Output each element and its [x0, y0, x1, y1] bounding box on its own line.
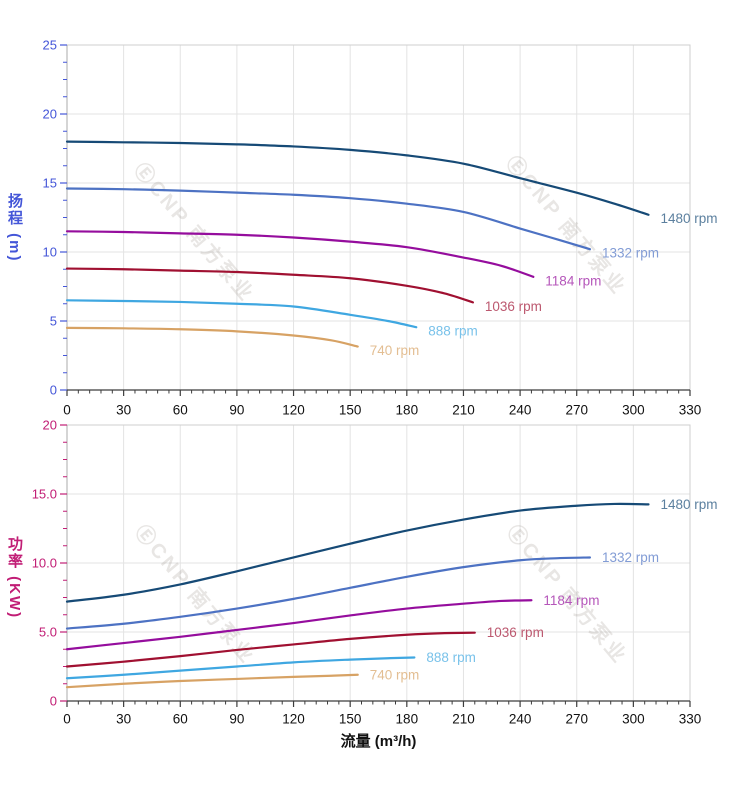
- series-label-888-rpm: 888 rpm: [426, 650, 476, 665]
- head-x-tick-label: 60: [173, 403, 188, 418]
- series-line-888-rpm: [65, 299, 418, 329]
- head-x-tick-label: 0: [63, 403, 71, 418]
- head-axes: 0 30 60 90 120 150 180 210 240 270 300 330 0 5 10 15 20 2…: [43, 38, 702, 418]
- series-label-1036-rpm: 1036 rpm: [485, 299, 542, 314]
- series-line-1184-rpm: [65, 599, 533, 651]
- series-line-1036-rpm: [65, 631, 476, 668]
- series-line-888-rpm: [65, 656, 416, 680]
- head-x-tick-label: 240: [509, 403, 532, 418]
- watermark-text: ⒺCNP 南方泵业: [130, 520, 261, 669]
- power-x-tick-label: 0: [63, 712, 71, 727]
- head-y-tick-label: 20: [43, 107, 57, 122]
- series-line-1332-rpm: [65, 556, 592, 630]
- series-label-1332-rpm: 1332 rpm: [602, 246, 659, 261]
- series-line-1480-rpm: [65, 502, 650, 603]
- head-plot-border: [66, 44, 691, 391]
- series-label-740-rpm: 740 rpm: [370, 343, 420, 358]
- power-y-tick-label: 0: [50, 694, 57, 709]
- series-line-1480-rpm: [65, 140, 650, 216]
- series-label-1480-rpm: 1480 rpm: [660, 497, 717, 512]
- power-x-tick-label: 180: [396, 712, 419, 727]
- series-line-1184-rpm: [65, 230, 535, 278]
- power-x-tick-label: 240: [509, 712, 532, 727]
- head-y-tick-label: 10: [43, 245, 57, 260]
- head-y-tick-label: 25: [43, 38, 57, 53]
- series-label-888-rpm: 888 rpm: [428, 324, 478, 339]
- power-axis-title: 功率 (KW): [6, 536, 23, 620]
- head-x-tick-label: 180: [396, 403, 419, 418]
- power-x-tick-label: 270: [565, 712, 588, 727]
- series-label-1036-rpm: 1036 rpm: [487, 625, 544, 640]
- series-label-1480-rpm: 1480 rpm: [660, 211, 717, 226]
- head-x-tick-label: 270: [565, 403, 588, 418]
- series-line-740-rpm: [65, 326, 359, 348]
- head-y-tick-label: 5: [50, 314, 57, 329]
- flow-axis-title: 流量 (m³/h): [340, 733, 417, 750]
- series-label-1332-rpm: 1332 rpm: [602, 550, 659, 565]
- power-x-tick-label: 120: [282, 712, 305, 727]
- series-line-1036-rpm: [65, 267, 474, 304]
- head-x-tick-label: 30: [116, 403, 131, 418]
- head-x-tick-label: 300: [622, 403, 645, 418]
- power-y-tick-label: 10.0: [32, 556, 57, 571]
- power-series: 1480 rpm 1332 rpm 1184 rpm 1036 rpm 888 rpm 7…: [65, 497, 718, 689]
- power-x-tick-label: 300: [622, 712, 645, 727]
- power-x-tick-label: 150: [339, 712, 362, 727]
- head-x-tick-label: 210: [452, 403, 475, 418]
- head-axis-title: 扬程 (m): [6, 193, 23, 263]
- power-x-tick-label: 210: [452, 712, 475, 727]
- power-y-tick-label: 15.0: [32, 487, 57, 502]
- power-x-tick-label: 30: [116, 712, 131, 727]
- power-x-tick-label: 90: [229, 712, 244, 727]
- power-y-tick-label: 5.0: [39, 625, 57, 640]
- series-label-740-rpm: 740 rpm: [370, 667, 420, 682]
- power-y-tick-label: 20: [43, 418, 57, 433]
- power-x-tick-label: 330: [679, 712, 702, 727]
- head-grid: [66, 44, 691, 391]
- power-axes: 0 30 60 90 120 150 180 210 240 270 300 330 0 5.0 10.0 1…: [32, 418, 702, 727]
- series-label-1184-rpm: 1184 rpm: [543, 593, 599, 608]
- head-y-tick-label: 15: [43, 176, 57, 191]
- head-y-tick-label: 0: [50, 383, 57, 398]
- power-x-tick-label: 60: [173, 712, 188, 727]
- series-label-1184-rpm: 1184 rpm: [545, 273, 601, 288]
- series-line-740-rpm: [65, 673, 359, 689]
- head-x-tick-label: 90: [229, 403, 244, 418]
- head-x-tick-label: 120: [282, 403, 305, 418]
- head-x-tick-label: 150: [339, 403, 362, 418]
- head-x-tick-label: 330: [679, 403, 702, 418]
- series-line-1332-rpm: [65, 187, 592, 251]
